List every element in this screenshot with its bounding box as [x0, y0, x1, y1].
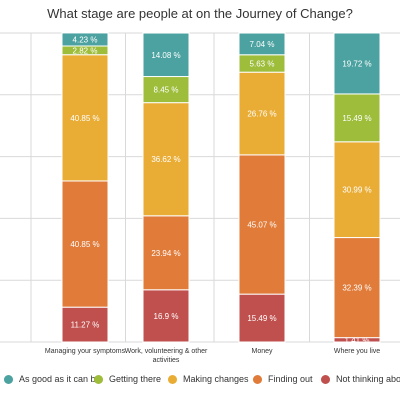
data-label: 36.62 %: [151, 155, 180, 164]
legend-item: As good as it can be: [4, 374, 101, 384]
data-label: 40.85 %: [70, 114, 99, 123]
legend-item: Not thinking abou: [321, 374, 400, 384]
data-label: 15.49 %: [247, 314, 276, 323]
bar-segment: [333, 237, 381, 339]
bar-segment: [61, 32, 109, 47]
legend-swatch: [168, 374, 177, 384]
legend-label: Not thinking abou: [336, 374, 400, 384]
data-label: 15.49 %: [342, 114, 371, 123]
category-label: Managing your symptoms: [45, 348, 126, 355]
legend-item: Getting there: [94, 374, 161, 384]
data-label: 19.72 %: [342, 59, 371, 68]
data-label: 32.39 %: [342, 284, 371, 293]
legend-swatch: [4, 374, 13, 384]
bar-segment: [333, 93, 381, 143]
bar-segment: [142, 76, 190, 104]
category-label: Money: [251, 348, 273, 355]
bar-segment: [142, 102, 190, 217]
data-label: 23.94 %: [151, 249, 180, 258]
legend-label: As good as it can be: [19, 374, 101, 384]
bar-segment: [61, 54, 109, 182]
category-label: Work, volunteering & other: [125, 348, 208, 355]
bar-segment: [333, 141, 381, 239]
category-label: Where you live: [334, 348, 380, 355]
chart-legend: As good as it can be Getting there Making …: [0, 374, 400, 390]
bar-segment: [142, 215, 190, 291]
legend-label: Making changes: [183, 374, 249, 384]
legend-item: Making changes: [168, 374, 249, 384]
data-label: 30.99 %: [342, 186, 371, 195]
data-label: 2.82 %: [73, 46, 98, 55]
legend-swatch: [94, 374, 103, 384]
chart-title: What stage are people at on the Journey …: [47, 6, 353, 21]
bar-segment: [61, 306, 109, 343]
data-label: 40.85 %: [70, 240, 99, 249]
bar-segment: [142, 32, 190, 78]
data-label: 26.76 %: [247, 110, 276, 119]
data-label: 45.07 %: [247, 221, 276, 230]
bar-segment: [238, 71, 286, 156]
bar-segment: [61, 180, 109, 308]
legend-label: Finding out: [268, 374, 313, 384]
legend-label: Getting there: [109, 374, 162, 384]
data-label: 5.63 %: [250, 59, 275, 68]
data-label: 14.08 %: [151, 51, 180, 60]
data-label: 16.9 %: [154, 312, 179, 321]
data-label: 7.04 %: [250, 40, 275, 49]
legend-swatch: [321, 374, 330, 384]
bar-segment: [238, 32, 286, 56]
bar-segment: [142, 289, 190, 343]
legend-item: Finding out: [253, 374, 313, 384]
data-label: 8.45 %: [154, 86, 179, 95]
bar-segment: [333, 32, 381, 95]
legend-swatch: [253, 374, 262, 384]
bar-segment: [238, 154, 286, 295]
bar-segment: [238, 293, 286, 343]
data-label: 1.41 %: [345, 336, 370, 345]
data-label: 11.27 %: [71, 321, 100, 330]
data-label: 4.23 %: [73, 35, 98, 44]
category-label: activities: [153, 357, 180, 364]
